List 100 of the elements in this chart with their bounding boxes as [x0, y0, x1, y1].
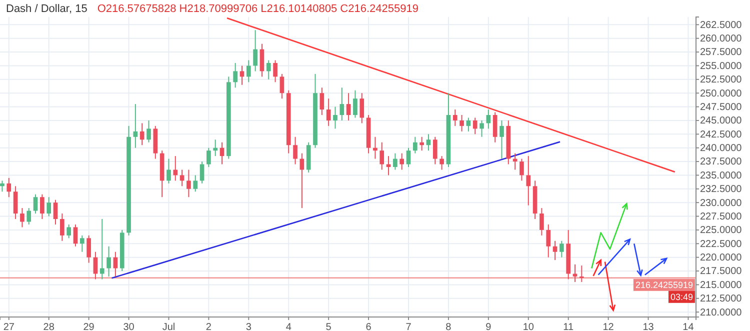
candlestick — [86, 234, 91, 264]
candlestick — [93, 251, 98, 280]
candlestick — [346, 92, 351, 121]
candlestick — [186, 169, 191, 198]
candlestick — [133, 104, 138, 148]
candlestick — [500, 120, 504, 160]
candlestick — [6, 177, 12, 198]
y-tick-label: 257.5000 — [700, 47, 742, 58]
x-tick-label: 9 — [486, 322, 492, 331]
candlestick — [33, 194, 38, 214]
candlestick — [400, 152, 404, 170]
y-tick-label: 222.5000 — [700, 238, 742, 250]
x-tick-label: 30 — [123, 322, 135, 331]
y-tick-label: 245.0000 — [700, 116, 742, 127]
candlestick — [206, 147, 211, 168]
candlestick — [280, 73, 284, 100]
candlestick — [240, 65, 244, 86]
candlestick — [406, 147, 411, 168]
candlestick — [40, 194, 44, 220]
candlestick — [213, 139, 218, 157]
candlestick — [100, 218, 104, 280]
candlestick — [546, 224, 551, 258]
candlestick — [560, 240, 564, 258]
candlestick — [486, 109, 491, 130]
x-tick-label: 14 — [682, 322, 694, 331]
candlestick — [146, 120, 151, 143]
candlestick — [60, 213, 64, 242]
x-tick-label: 29 — [83, 322, 95, 331]
ref-line-label: 216.24255919 — [635, 280, 693, 290]
x-tick-label: 3 — [246, 322, 252, 331]
candlestick — [200, 161, 204, 184]
candlestick — [293, 136, 298, 165]
y-tick-label: 240.0000 — [700, 143, 742, 154]
candlestick — [412, 136, 418, 154]
candlestick — [220, 142, 224, 165]
candlestick — [426, 134, 431, 152]
y-tick-label: 242.5000 — [700, 129, 742, 140]
candlestick — [80, 234, 84, 252]
y-tick-label: 212.5000 — [700, 294, 742, 305]
y-tick-label: 252.5000 — [700, 74, 742, 86]
candlestick — [526, 156, 531, 206]
y-tick-label: 262.5000 — [700, 20, 742, 31]
x-tick-label: 8 — [446, 322, 452, 331]
chart-title: Dash / Dollar, 15 — [6, 3, 88, 15]
candlestick — [13, 186, 18, 220]
candlestick — [273, 60, 278, 83]
candlestick — [253, 30, 258, 72]
x-tick-label: 6 — [366, 322, 372, 331]
candlestick — [460, 114, 464, 132]
candlestick — [193, 174, 198, 192]
candlestick — [492, 112, 498, 143]
candlestick — [440, 156, 444, 170]
candlestick — [53, 199, 58, 225]
y-tick-label: 225.0000 — [700, 225, 742, 236]
candlestick — [20, 208, 24, 228]
candlestick — [580, 265, 584, 282]
candlestick — [480, 120, 484, 138]
candlestick — [540, 208, 544, 236]
annotation: 03:49 — [670, 292, 693, 302]
candlestick — [266, 60, 271, 80]
y-tick-label: 237.5000 — [700, 156, 742, 168]
candlestick — [140, 122, 144, 146]
y-tick-label: 215.0000 — [700, 280, 742, 291]
x-tick-label: 5 — [326, 322, 332, 331]
y-tick-label: 210.0000 — [700, 307, 742, 318]
x-tick-label: 13 — [642, 322, 654, 331]
candlestick — [73, 224, 78, 247]
candlestick — [472, 117, 478, 135]
candlestick — [552, 240, 558, 261]
candlestick — [452, 109, 458, 126]
candlestick — [340, 87, 344, 121]
x-tick-label: 2 — [206, 322, 212, 331]
y-tick-label: 235.0000 — [700, 170, 742, 182]
candlestick — [113, 251, 118, 277]
y-tick-label: 227.5000 — [700, 211, 742, 222]
y-tick-label: 220.0000 — [700, 252, 742, 264]
y-tick-label: 250.0000 — [700, 88, 742, 100]
text: O216.57675828 H218.70999706 L216.10140805 C216.24255919 — [97, 3, 418, 15]
candlestick — [173, 156, 178, 182]
candlestick — [420, 136, 424, 152]
candlestick — [520, 158, 524, 182]
candlestick — [360, 92, 364, 124]
y-tick-label: 260.0000 — [700, 34, 742, 45]
x-tick-label: 10 — [522, 322, 534, 331]
candlestick — [233, 62, 238, 88]
x-tick-label: 4 — [286, 322, 292, 331]
candlestick — [393, 152, 398, 170]
candlestick — [166, 158, 171, 184]
candlestick — [466, 117, 471, 132]
candlestick — [260, 43, 264, 78]
candlestick — [320, 87, 324, 116]
candlestick — [333, 106, 338, 130]
y-tick-label: 255.0000 — [700, 60, 742, 72]
candlestick — [373, 136, 378, 160]
candlestick — [66, 224, 71, 239]
x-tick-label: 7 — [406, 322, 412, 331]
y-tick-label: 230.0000 — [700, 198, 742, 209]
x-tick-label: Jul — [162, 322, 176, 331]
candlestick — [380, 142, 384, 170]
candlestick — [106, 246, 111, 277]
